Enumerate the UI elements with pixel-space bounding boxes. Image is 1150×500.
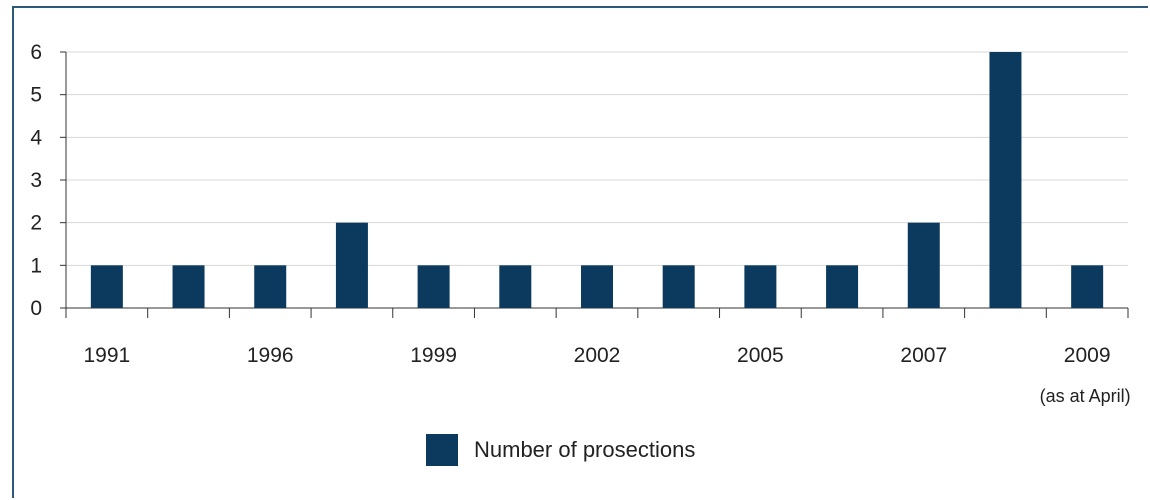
y-tick-label: 0 [30, 297, 42, 320]
bar [499, 265, 532, 308]
y-tick-label: 2 [30, 212, 42, 235]
x-tick-label: 1991 [83, 344, 130, 367]
bar-chart: 0 1 2 3 4 5 6 1991 1996 1999 2002 2005 2007 2009 (as a… [30, 41, 1131, 406]
chart-frame [12, 6, 1148, 498]
bar [907, 222, 940, 308]
bar [826, 265, 859, 308]
bar [662, 265, 695, 308]
bar [335, 222, 368, 308]
y-tick-label: 6 [30, 41, 42, 64]
bar [254, 265, 287, 308]
x-tick-label: 2007 [900, 344, 947, 367]
bar [172, 265, 205, 308]
x-tick-label: 1996 [247, 344, 294, 367]
bar [90, 265, 123, 308]
bar [1071, 265, 1104, 308]
x-tick-label: 2005 [737, 344, 784, 367]
bar [581, 265, 613, 308]
legend-label: Number of prosections [474, 437, 696, 462]
x-tick-label: 2002 [574, 344, 621, 367]
x-tick-label: 1999 [410, 344, 457, 367]
x-tick-sublabel: (as at April) [1040, 386, 1131, 406]
y-tick-label: 5 [30, 84, 42, 107]
bar [744, 265, 777, 308]
bar [417, 265, 450, 308]
y-tick-label: 3 [30, 169, 42, 192]
y-tick-label: 1 [30, 254, 42, 277]
y-tick-label: 4 [30, 126, 42, 149]
bar [989, 52, 1022, 308]
legend-swatch [426, 434, 458, 466]
legend: Number of prosections [426, 434, 695, 466]
x-tick-label: 2009 [1064, 344, 1111, 367]
